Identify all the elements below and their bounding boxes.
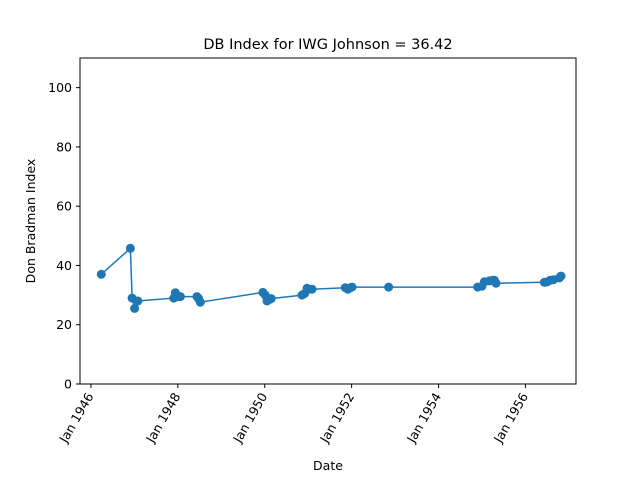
data-point [384,282,394,292]
data-point [347,282,357,292]
series-layer [96,243,566,313]
y-tick-label: 80 [56,139,72,154]
x-tick-label: Jan 1952 [316,390,357,446]
data-point [133,296,143,306]
x-axis-label: Date [313,458,343,473]
y-axis-ticks: 0 20 40 60 80 100 [48,80,80,392]
x-tick-label: Jan 1946 [56,390,97,446]
data-point [307,284,317,294]
data-point [130,303,140,313]
data-point [266,294,276,304]
y-tick-label: 0 [64,377,72,392]
x-axis-ticks: Jan 1946 Jan 1948 Jan 1950 Jan 1952 Jan 1954… [56,384,531,446]
x-tick-label: Jan 1950 [229,390,270,446]
y-tick-label: 100 [48,80,72,95]
x-tick-label: Jan 1956 [490,390,531,446]
plot-frame [79,57,577,385]
x-tick-label: Jan 1948 [142,390,183,446]
data-point [491,278,501,288]
chart-title: DB Index for IWG Johnson = 36.42 [203,37,452,53]
y-tick-label: 40 [56,258,72,273]
data-point [556,271,566,281]
data-point [175,292,185,302]
y-axis-label: Don Bradman Index [23,159,38,284]
y-tick-label: 20 [56,317,72,332]
data-point [96,269,106,279]
y-tick-label: 60 [56,199,72,214]
data-point [125,243,135,253]
x-tick-label: Jan 1954 [403,390,444,446]
data-point [195,297,205,307]
